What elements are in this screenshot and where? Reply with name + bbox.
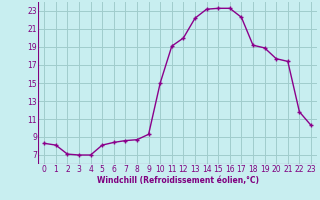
X-axis label: Windchill (Refroidissement éolien,°C): Windchill (Refroidissement éolien,°C) bbox=[97, 176, 259, 185]
